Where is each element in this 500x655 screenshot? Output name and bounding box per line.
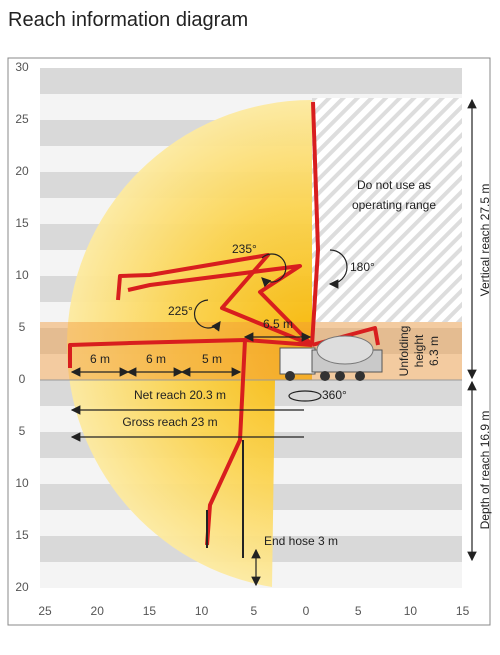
title: Reach information diagram [8,9,248,31]
annotation: 225° [168,304,193,318]
y-tick-label: 5 [19,320,26,334]
y-tick-label: 10 [15,476,29,490]
y-tick-label: 15 [15,216,29,230]
dimension-lines [70,98,477,587]
x-tick-label: 10 [195,604,209,618]
x-tick-label: 5 [250,604,257,618]
annotation: 180° [350,260,375,274]
reach-envelope [66,100,312,587]
x-tick-label: 25 [38,604,52,618]
annotation: Net reach 20.3 m [134,388,226,402]
annotation: Unfolding [397,326,411,377]
annotation: 360° [322,388,347,402]
y-tick-label: 20 [15,164,29,178]
x-tick-label: 10 [404,604,418,618]
y-tick-label: 25 [15,112,29,126]
annotation: height [412,334,426,367]
annotation: 6 m [146,352,166,366]
y-tick-label: 5 [19,424,26,438]
annotation: Vertical reach 27.5 m [478,184,492,297]
y-tick-label: 20 [15,580,29,594]
annotation: operating range [352,198,436,212]
frame [7,57,491,626]
annotation: 235° [232,242,257,256]
x-tick-label: 5 [355,604,362,618]
y-tick-label: 10 [15,268,29,282]
annotation: 6 m [90,352,110,366]
annotation: 6.3 m [427,336,441,366]
annotation: 6.5 m [263,317,293,331]
x-tick-label: 15 [143,604,157,618]
x-tick-label: 15 [456,604,470,618]
y-tick-label: 15 [15,528,29,542]
annotation: End hose 3 m [264,534,338,548]
annotation: 5 m [202,352,222,366]
annotation: Depth of reach 16.9 m [478,411,492,530]
x-tick-label: 20 [91,604,105,618]
y-tick-label: 0 [19,372,26,386]
truck [279,335,383,381]
annotation: Gross reach 23 m [122,415,217,429]
x-tick-label: 0 [303,604,310,618]
band [40,68,462,94]
annotation: Do not use as [357,178,431,192]
y-tick-label: 30 [15,60,29,74]
